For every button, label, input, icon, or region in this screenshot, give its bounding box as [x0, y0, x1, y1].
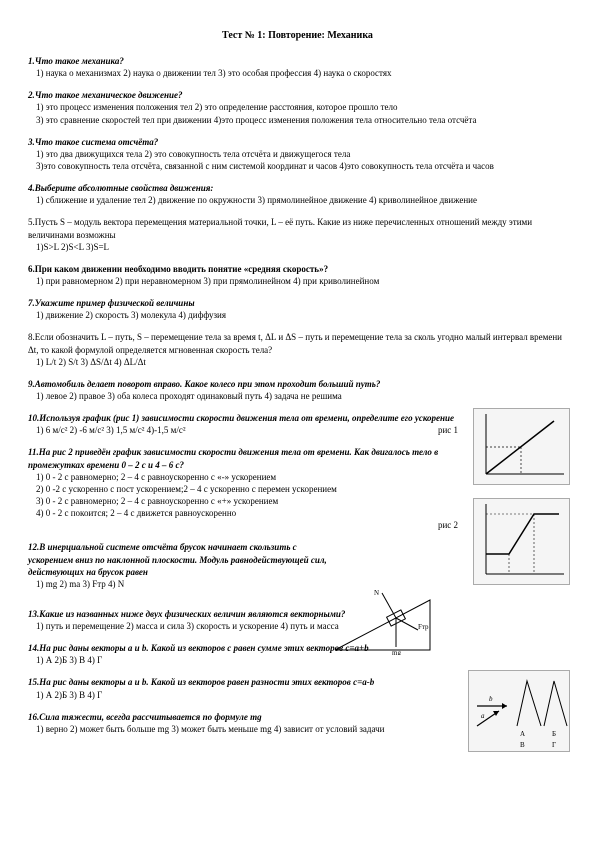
ris1-label: рис 1: [438, 424, 458, 436]
figure-2: [473, 498, 570, 585]
svg-text:Г: Г: [552, 741, 556, 749]
svg-text:N: N: [374, 589, 379, 597]
q7-prompt: 7.Укажите пример физической величины: [28, 297, 567, 309]
q12-options: 1) mg 2) ma 3) Fтр 4) N: [36, 578, 328, 590]
q1-prompt: 1.Что такое механика?: [28, 55, 567, 67]
ris2-label: рис 2: [28, 519, 458, 531]
q15-prompt: 15.На рис даны векторы a и b. Какой из в…: [28, 676, 468, 688]
q10-options: 1) 6 м/с² 2) -6 м/с² 3) 1,5 м/с² 4)-1,5 …: [36, 425, 186, 435]
question-4: 4.Выберите абсолютные свойства движения:…: [28, 182, 567, 206]
q14-options: 1) А 2)Б 3) В 4) Г: [36, 654, 468, 666]
question-15: 15.На рис даны векторы a и b. Какой из в…: [28, 676, 468, 700]
q6-prompt: 6.При каком движении необходимо вводить …: [28, 264, 328, 274]
question-7: 7.Укажите пример физической величины 1) …: [28, 297, 567, 321]
question-10: 10.Используя график (рис 1) зависимости …: [28, 412, 458, 436]
question-6: 6.При каком движении необходимо вводить …: [28, 263, 567, 287]
q9-options: 1) левое 2) правое 3) оба колеса проходя…: [36, 390, 458, 402]
q1-options: 1) наука о механизмах 2) наука о движени…: [36, 67, 567, 79]
q5-options: 1)S>L 2)S<L 3)S=L: [36, 241, 567, 253]
svg-text:Б: Б: [552, 730, 556, 738]
figure-1: [473, 408, 570, 485]
svg-text:mg: mg: [392, 649, 401, 655]
q2-prompt: 2.Что такое механическое движение?: [28, 89, 567, 101]
figure-incline: mg N Fтр: [330, 585, 440, 655]
q12-prompt: 12.В инерциальной системе отсчёта брусок…: [28, 541, 328, 577]
q3-prompt: 3.Что такое система отсчёта?: [28, 136, 567, 148]
q11-l2: 2) 0 -2 с ускоренно с пост ускорением;2 …: [36, 483, 448, 495]
figure-vectors: b a А Б В Г: [468, 670, 570, 752]
q11-prompt: 11.На рис 2 приведён график зависимости …: [28, 446, 448, 470]
q8-options: 1) L/t 2) S/t 3) ΔS/Δt 4) ΔL/Δt: [36, 356, 567, 368]
q15-options: 1) А 2)Б 3) В 4) Г: [36, 689, 468, 701]
question-5: 5.Пусть S – модуль вектора перемещения м…: [28, 216, 567, 252]
question-9: 9.Автомобиль делает поворот вправо. Како…: [28, 378, 458, 402]
page-title: Тест № 1: Повторение: Механика: [28, 30, 567, 41]
q2-line2: 3) это сравнение скоростей тел при движе…: [36, 114, 567, 126]
svg-text:a: a: [481, 712, 485, 720]
q11-l4: 4) 0 - 2 с покоится; 2 – 4 с движется ра…: [36, 507, 448, 519]
q5-prompt: 5.Пусть S – модуль вектора перемещения м…: [28, 217, 532, 239]
question-8: 8.Если обозначить L – путь, S – перемеще…: [28, 331, 567, 367]
q6-options: 1) при равномерном 2) при неравномерном …: [36, 275, 567, 287]
q2-line1: 1) это процесс изменения положения тел 2…: [36, 101, 567, 113]
question-3: 3.Что такое система отсчёта? 1) это два …: [28, 136, 567, 172]
svg-text:В: В: [520, 741, 525, 749]
question-12: 12.В инерциальной системе отсчёта брусок…: [28, 541, 328, 590]
q10-prompt: 10.Используя график (рис 1) зависимости …: [28, 412, 458, 424]
q4-options: 1) сближение и удаление тел 2) движение …: [36, 194, 567, 206]
q11-l1: 1) 0 - 2 с равномерно; 2 – 4 с равноуско…: [36, 471, 448, 483]
q11-l3: 3) 0 - 2 с равномерно; 2 – 4 с равноуско…: [36, 495, 448, 507]
svg-text:А: А: [520, 730, 525, 738]
q3-line2: 3)это совокупность тела отсчёта, связанн…: [36, 160, 567, 172]
svg-text:b: b: [489, 695, 493, 703]
question-2: 2.Что такое механическое движение? 1) эт…: [28, 89, 567, 125]
q3-line1: 1) это два движущихся тела 2) это совоку…: [36, 148, 567, 160]
q4-prompt: 4.Выберите абсолютные свойства движения:: [28, 182, 567, 194]
q9-prompt: 9.Автомобиль делает поворот вправо. Како…: [28, 378, 458, 390]
question-11: 11.На рис 2 приведён график зависимости …: [28, 446, 448, 531]
q8-prompt: 8.Если обозначить L – путь, S – перемеще…: [28, 332, 562, 354]
question-1: 1.Что такое механика? 1) наука о механиз…: [28, 55, 567, 79]
svg-text:Fтр: Fтр: [418, 623, 429, 631]
q7-options: 1) движение 2) скорость 3) молекула 4) д…: [36, 309, 567, 321]
